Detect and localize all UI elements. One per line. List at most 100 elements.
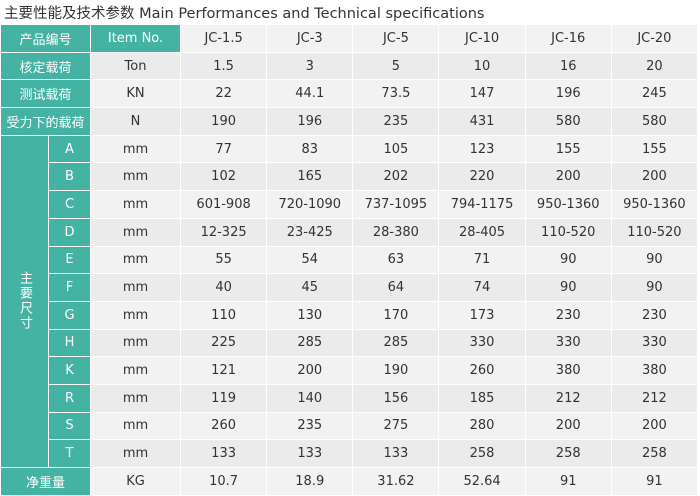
unit: mm (90, 245, 182, 275)
unit: mm (90, 411, 182, 441)
dimension-label: G (47, 300, 92, 330)
title: 主要性能及技术参数 Main Performances and Technica… (4, 6, 485, 22)
value: 28-405 (438, 217, 526, 247)
value: 950-1360 (610, 190, 699, 219)
dimension-label: K (47, 356, 92, 385)
value: 202 (352, 162, 440, 192)
value: 40 (180, 273, 268, 302)
value: 90 (610, 245, 699, 275)
value: 258 (610, 439, 699, 468)
value: 22 (180, 79, 268, 109)
dimension-label: E (47, 245, 92, 275)
dimension-label: H (47, 328, 92, 358)
value: 90 (524, 273, 612, 302)
value: 54 (266, 245, 354, 275)
value: 77 (180, 134, 268, 164)
header-unit: Item No. (90, 24, 182, 53)
value: 16 (524, 51, 612, 81)
value: 90 (610, 273, 699, 302)
unit: mm (90, 356, 182, 385)
value: 63 (352, 245, 440, 275)
unit: mm (90, 300, 182, 330)
table-row: 核定载荷 Ton 1.5 3 5 10 16 20 (0, 51, 699, 81)
value: 794-1175 (438, 190, 526, 219)
value: 130 (266, 300, 354, 330)
value: 133 (180, 439, 268, 468)
table-row: 受力下的载荷 N 190 196 235 431 580 580 (0, 107, 699, 136)
value: 119 (180, 383, 268, 413)
value: 190 (352, 356, 440, 385)
dimension-label: A (47, 134, 92, 164)
value: 1.5 (180, 51, 268, 81)
value: 212 (610, 383, 699, 413)
unit: mm (90, 273, 182, 302)
unit: mm (90, 328, 182, 358)
value: 200 (524, 411, 612, 441)
dimension-label: F (47, 273, 92, 302)
value: 380 (610, 356, 699, 385)
value: 330 (524, 328, 612, 358)
value: 105 (352, 134, 440, 164)
value: 330 (438, 328, 526, 358)
value: 64 (352, 273, 440, 302)
model-name: JC-5 (352, 24, 440, 53)
value: 185 (438, 383, 526, 413)
value: 260 (180, 411, 268, 441)
row-label: 测试载荷 (0, 79, 92, 109)
model-name: JC-10 (438, 24, 526, 53)
value: 156 (352, 383, 440, 413)
group-label: 主要尺寸 (0, 134, 49, 469)
value: 230 (610, 300, 699, 330)
value: 102 (180, 162, 268, 192)
model-name: JC-16 (524, 24, 612, 53)
value: 52.64 (438, 467, 526, 496)
unit: mm (90, 439, 182, 468)
value: 200 (610, 162, 699, 192)
dimension-label: D (47, 217, 92, 247)
value: 5 (352, 51, 440, 81)
value: 720-1090 (266, 190, 354, 219)
unit: N (90, 107, 182, 136)
value: 380 (524, 356, 612, 385)
table-row: 净重量 KG 10.7 18.9 31.62 52.64 91 91 (0, 467, 699, 496)
value: 45 (266, 273, 354, 302)
value: 110-520 (610, 217, 699, 247)
value: 12-325 (180, 217, 268, 247)
value: 74 (438, 273, 526, 302)
value: 580 (524, 107, 612, 136)
value: 200 (524, 162, 612, 192)
value: 44.1 (266, 79, 354, 109)
value: 285 (352, 328, 440, 358)
value: 23-425 (266, 217, 354, 247)
value: 950-1360 (524, 190, 612, 219)
value: 737-1095 (352, 190, 440, 219)
value: 200 (610, 411, 699, 441)
unit: mm (90, 383, 182, 413)
value: 230 (524, 300, 612, 330)
unit: mm (90, 162, 182, 192)
value: 155 (524, 134, 612, 164)
table-row: 产品编号 Item No. JC-1.5 JC-3 JC-5 JC-10 JC-16 JC-2… (0, 24, 699, 53)
value: 133 (352, 439, 440, 468)
value: 10.7 (180, 467, 268, 496)
value: 275 (352, 411, 440, 441)
value: 91 (610, 467, 699, 496)
unit: KG (90, 467, 182, 496)
value: 258 (438, 439, 526, 468)
value: 121 (180, 356, 268, 385)
value: 90 (524, 245, 612, 275)
value: 285 (266, 328, 354, 358)
model-name: JC-20 (610, 24, 699, 53)
value: 147 (438, 79, 526, 109)
header-label: 产品编号 (0, 24, 92, 53)
unit: mm (90, 217, 182, 247)
